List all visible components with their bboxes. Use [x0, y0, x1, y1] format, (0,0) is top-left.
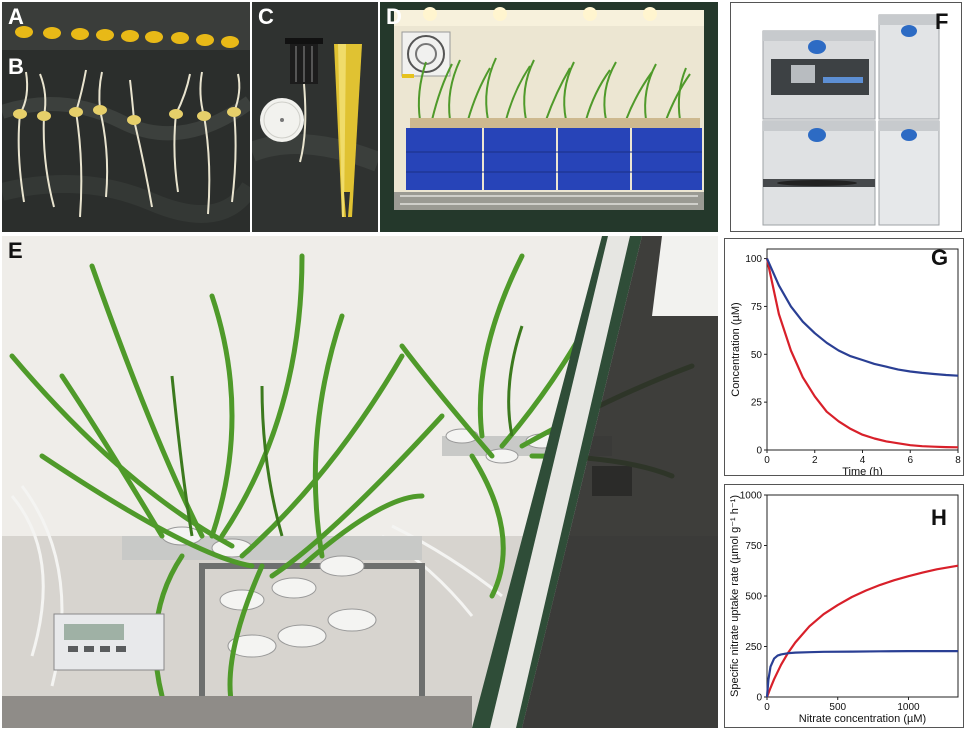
panel-g-chart: 0 2 4 6 8 0 25 50 75 100 Time (h) Concentration (µM…: [724, 238, 964, 478]
x-tick-label: 4: [860, 455, 866, 466]
foam-disc: [260, 98, 304, 142]
x-tick-label: 500: [829, 702, 846, 713]
plot-area-h: [766, 494, 959, 698]
panel-label-a: A: [8, 4, 24, 29]
y-tick-label: 750: [745, 541, 762, 552]
x-tick-label: 2: [812, 455, 818, 466]
growth-chamber-illustration: [380, 2, 718, 232]
y-axis-label-g: Concentration (µM): [730, 302, 742, 396]
x-tick-label: 6: [907, 455, 913, 466]
door-frame: [472, 236, 718, 728]
instrument-illustration: [762, 14, 940, 226]
y-tick-label: 1000: [740, 491, 763, 502]
panel-label-d: D: [386, 4, 402, 29]
y-axis-label-h: Specific nitrate uptake rate (µmol g⁻¹ h…: [729, 495, 741, 697]
panel-h-chart: 0 500 1000 0 250 500 750 1000 Nitrate concentrat…: [724, 484, 964, 728]
panel-d-photo: D: [380, 2, 718, 232]
yellow-funnel: [334, 44, 362, 217]
y-tick-label: 25: [751, 398, 763, 409]
y-tick-label: 100: [745, 254, 762, 265]
panel-label-b: B: [8, 54, 24, 79]
x-axis-label-g: Time (h): [842, 466, 883, 475]
plot-area-g: [766, 248, 959, 451]
x-tick-label: 1000: [897, 702, 920, 713]
growth-setup-illustration: [2, 236, 718, 728]
y-tick-label: 0: [756, 693, 762, 704]
x-axis-label-h: Nitrate concentration (µM): [799, 713, 926, 725]
y-tick-label: 500: [745, 592, 762, 603]
panel-label-h: H: [931, 505, 947, 530]
instrument-left-bottom: [762, 120, 876, 226]
series-line-h-1: [765, 650, 958, 698]
seed-row: [15, 26, 239, 48]
series-line-h-0: [765, 564, 959, 698]
panel-label-g: G: [931, 245, 949, 270]
x-tick-label: 0: [764, 702, 770, 713]
y-tick-label: 0: [756, 446, 762, 457]
controller-box: [53, 613, 165, 671]
series-line-g-1: [765, 258, 959, 377]
panel-ab-photo: A B: [2, 2, 250, 232]
y-tick-label: 250: [745, 642, 762, 653]
panel-e-photo: E: [2, 236, 718, 728]
y-tick-label: 75: [751, 302, 763, 313]
instrument-right-bottom: [878, 120, 940, 226]
left-rack: [122, 526, 425, 728]
series-line-g-0: [765, 258, 959, 449]
plant-tray: [417, 57, 691, 121]
seedlings-illustration: [2, 2, 250, 232]
panel-label-e: E: [8, 238, 23, 263]
instrument-left-top: [762, 30, 876, 120]
panel-label-c: C: [258, 4, 274, 29]
panel-label-f: F: [935, 9, 949, 34]
blue-bins: [406, 128, 702, 190]
panel-f-frame: F: [730, 2, 962, 232]
mesh-cup: [285, 38, 323, 163]
y-tick-label: 50: [751, 350, 763, 361]
x-tick-label: 8: [955, 455, 961, 466]
panel-c-photo: C: [252, 2, 378, 232]
fan-icon: [401, 31, 451, 78]
instrument-right-top: [878, 14, 940, 120]
chart-g-svg: 0 2 4 6 8 0 25 50 75 100 Time (h) Concentration (µM…: [730, 248, 961, 478]
holder-illustration: [252, 38, 378, 217]
x-tick-label: 0: [764, 455, 770, 466]
